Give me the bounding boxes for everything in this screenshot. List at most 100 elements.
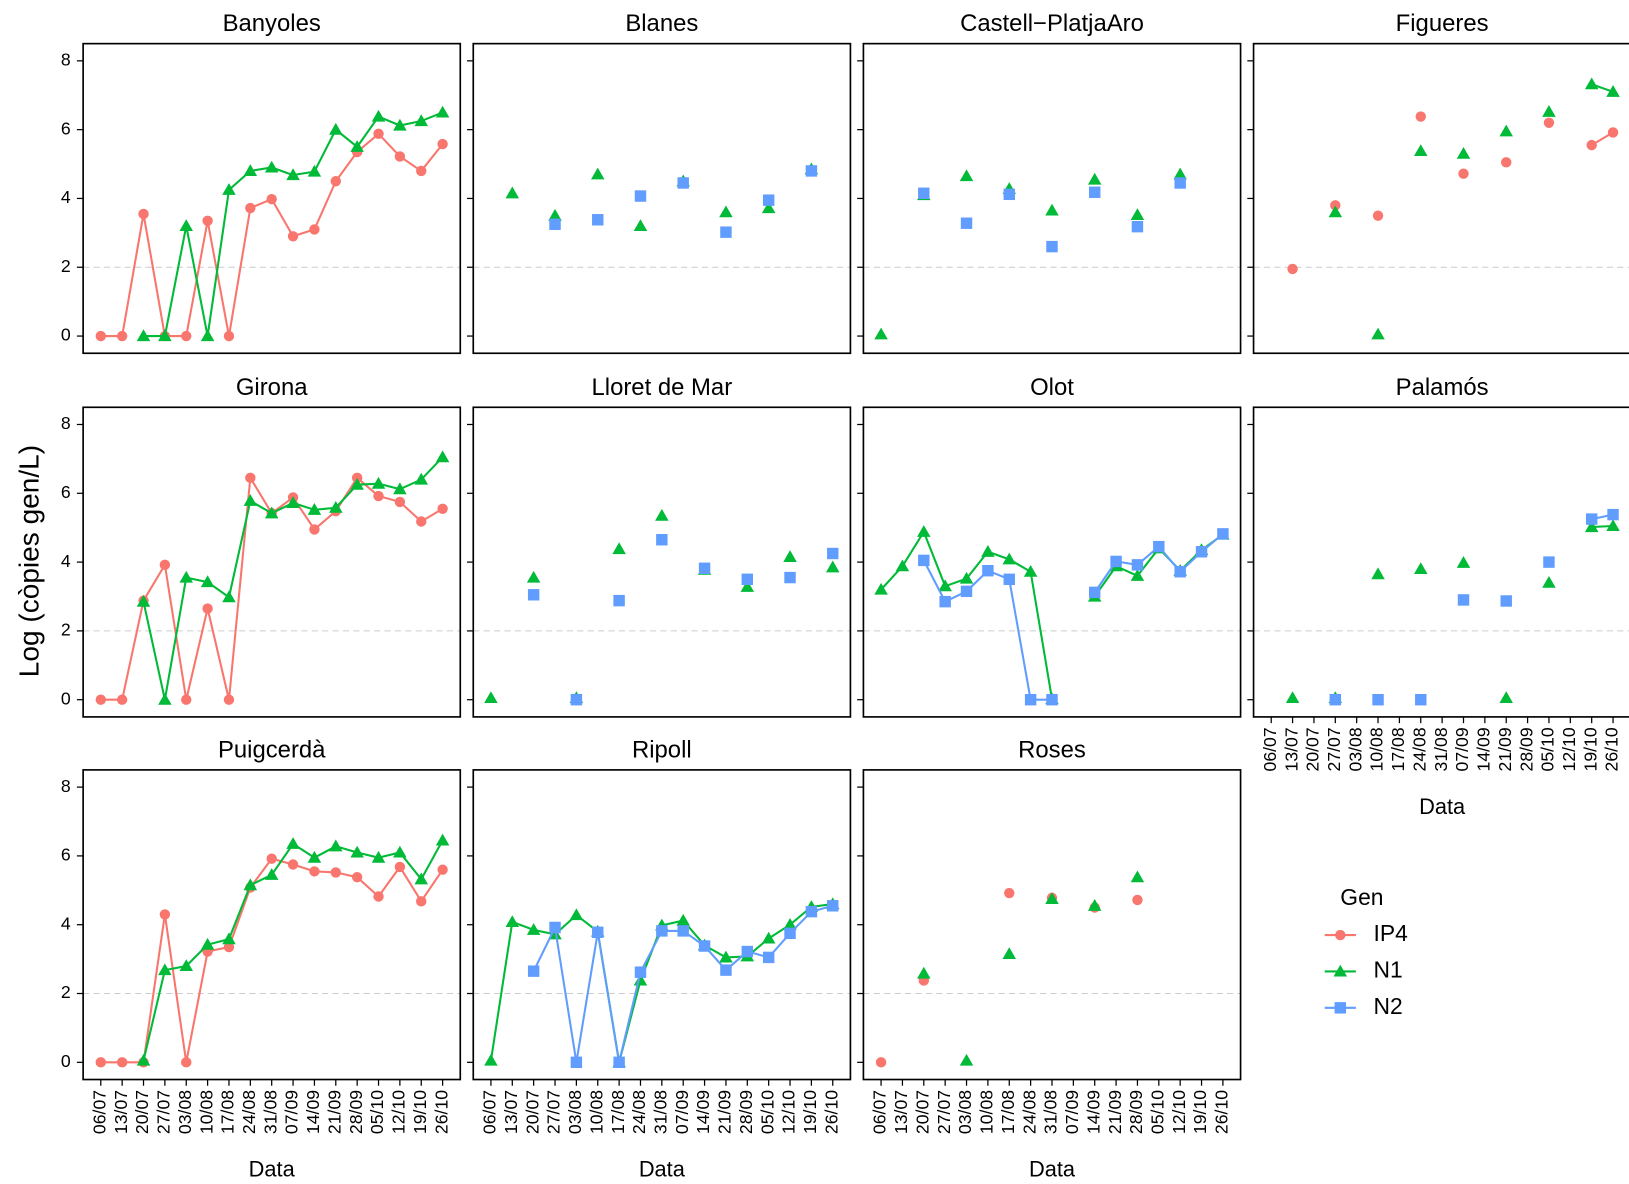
point: [634, 190, 647, 202]
x-tick-label: 10/08: [196, 1090, 216, 1134]
point: [918, 554, 930, 567]
y-tick-label: 0: [61, 688, 71, 708]
series-line: [922, 533, 1224, 701]
point: [416, 896, 427, 907]
point: [138, 208, 149, 220]
point: [1606, 85, 1620, 97]
point: [875, 1057, 887, 1068]
panel-frame: [1252, 406, 1629, 718]
point: [223, 694, 235, 705]
point: [95, 330, 106, 342]
point: [1024, 693, 1037, 706]
point: [350, 477, 364, 490]
point: [549, 921, 561, 934]
point: [1414, 562, 1428, 575]
point: [960, 217, 973, 229]
point: [1607, 127, 1619, 138]
point: [741, 945, 754, 958]
point: [719, 950, 733, 963]
point: [222, 590, 236, 603]
point: [329, 122, 343, 135]
x-tick-label: 10/08: [977, 1090, 997, 1134]
point: [245, 202, 256, 214]
point: [329, 839, 343, 852]
point: [612, 542, 626, 555]
point: [1371, 567, 1385, 580]
point: [1457, 594, 1470, 606]
point: [286, 168, 300, 181]
point: [1130, 208, 1145, 221]
x-tick-label: 05/10: [757, 1090, 777, 1134]
point: [1002, 552, 1017, 565]
point: [677, 925, 689, 937]
point: [309, 866, 320, 877]
point: [243, 878, 258, 891]
x-tick-label: 06/07: [1260, 727, 1280, 771]
point: [1371, 327, 1385, 340]
point: [918, 187, 930, 200]
point: [158, 963, 172, 976]
y-tick-label: 2: [61, 982, 71, 1002]
point: [264, 506, 279, 519]
panel-title: Puigcerdà: [218, 737, 326, 764]
point: [548, 208, 562, 221]
point: [917, 525, 931, 537]
point: [307, 503, 322, 515]
point: [1372, 210, 1384, 221]
point: [1330, 200, 1341, 211]
point: [1414, 144, 1428, 157]
point: [243, 164, 258, 176]
x-tick-label: 21/09: [715, 1090, 735, 1134]
point: [1543, 556, 1555, 568]
x-tick-label: 28/09: [736, 1090, 756, 1134]
x-tick-label: 05/10: [367, 1090, 387, 1134]
point: [527, 965, 540, 977]
point: [527, 589, 540, 601]
point: [414, 872, 429, 885]
panel-frame: [862, 42, 1242, 355]
point: [1415, 111, 1426, 122]
panel-title: Castell−PlatjaAro: [960, 10, 1144, 37]
point: [917, 966, 931, 979]
point: [655, 508, 669, 521]
point: [1131, 559, 1144, 571]
x-tick-label: 27/07: [544, 1090, 564, 1134]
point: [484, 691, 498, 704]
point: [827, 900, 839, 912]
x-tick-label: 07/09: [282, 1090, 302, 1134]
point: [307, 164, 322, 177]
point: [437, 864, 448, 875]
x-tick-label: 12/10: [389, 1090, 409, 1134]
x-tick-label: 19/10: [1580, 727, 1600, 771]
point: [1586, 139, 1597, 151]
point: [223, 330, 235, 342]
x-tick-label: 13/07: [891, 1090, 911, 1134]
x-tick-label: 13/07: [501, 1090, 521, 1134]
x-tick-label: 24/08: [629, 1090, 649, 1134]
y-tick-label: 4: [61, 913, 71, 933]
point: [394, 496, 406, 508]
point: [1132, 894, 1143, 906]
point: [1415, 693, 1427, 706]
x-tick-label: 03/08: [565, 1090, 585, 1134]
point: [116, 1057, 128, 1068]
point: [287, 859, 299, 870]
point: [1606, 519, 1620, 532]
point: [1607, 508, 1619, 521]
x-tick-label: 24/08: [1019, 1090, 1039, 1134]
point: [698, 940, 711, 952]
point: [762, 951, 775, 964]
point: [959, 571, 974, 584]
point: [549, 218, 561, 230]
point: [158, 692, 172, 705]
point: [1089, 186, 1101, 198]
x-tick-label: 10/08: [586, 1090, 606, 1134]
point: [416, 165, 427, 177]
point: [633, 219, 648, 232]
x-tick-label: 06/07: [89, 1090, 109, 1134]
x-tick-label: 07/09: [1452, 727, 1472, 771]
point: [266, 853, 277, 864]
series-line: [142, 839, 444, 1061]
point: [762, 194, 775, 206]
point: [1130, 569, 1145, 581]
